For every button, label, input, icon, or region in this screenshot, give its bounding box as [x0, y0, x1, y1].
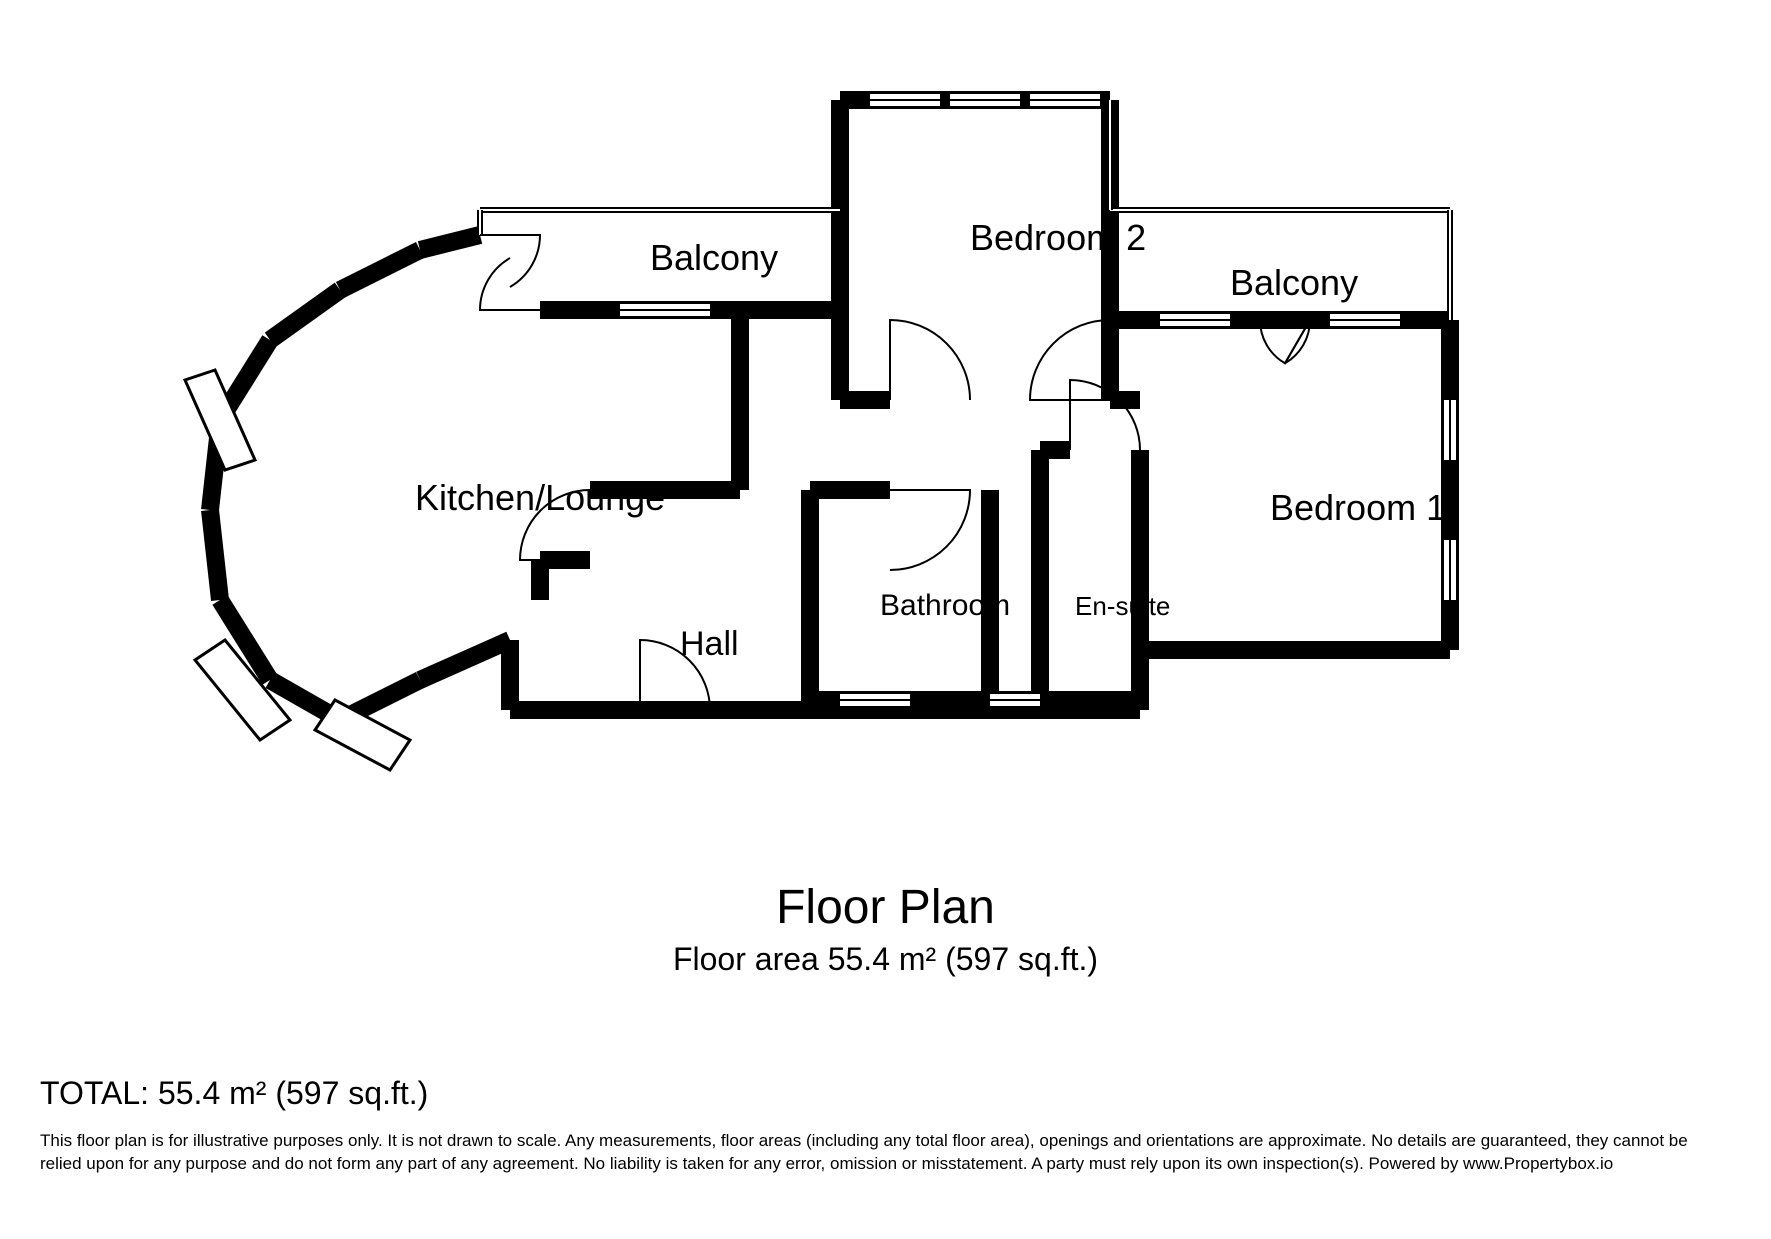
room-label: Bedroom 1 [1270, 487, 1446, 528]
room-label: Balcony [1230, 262, 1358, 303]
floorplan-page: Kitchen/Lounge Balcony Bedroom 2 Balcony Bed… [0, 0, 1771, 1239]
room-label: Kitchen/Lounge [415, 477, 665, 518]
room-label: En-suite [1075, 591, 1170, 621]
room-label: Hall [680, 625, 739, 663]
title: Floor Plan [0, 880, 1771, 935]
room-label: Bedroom 2 [970, 217, 1146, 258]
floorplan-diagram: Kitchen/Lounge Balcony Bedroom 2 Balcony Bed… [110, 20, 1610, 820]
total-area: TOTAL: 55.4 m² (597 sq.ft.) [40, 1075, 428, 1112]
subtitle: Floor area 55.4 m² (597 sq.ft.) [0, 941, 1771, 978]
disclaimer: This floor plan is for illustrative purp… [40, 1130, 1731, 1176]
caption-block: Floor Plan Floor area 55.4 m² (597 sq.ft… [0, 880, 1771, 978]
room-label: Bathroom [880, 589, 1010, 622]
room-label: Balcony [650, 237, 778, 278]
